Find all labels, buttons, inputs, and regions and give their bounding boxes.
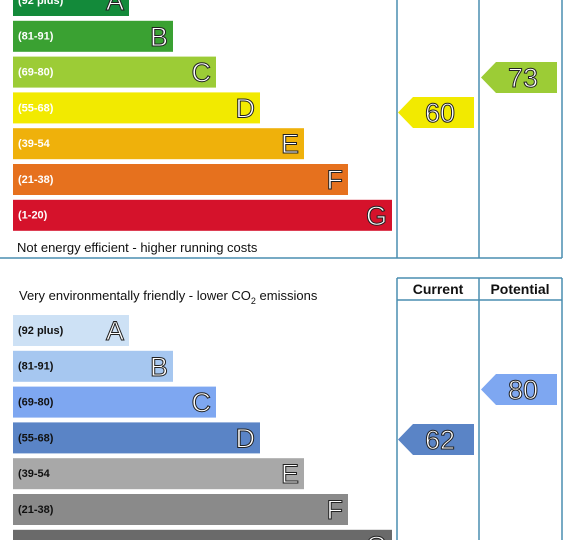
band-bar <box>13 164 348 195</box>
current-arrow <box>398 97 474 128</box>
current-arrow <box>398 424 474 455</box>
band-bar <box>13 458 304 490</box>
band-letter: A <box>106 316 124 346</box>
band-bar <box>13 315 129 346</box>
current-rating: 60 <box>425 98 455 128</box>
band-bar <box>13 92 260 124</box>
intro-part: Very environmentally friendly - lower CO <box>19 288 251 303</box>
band-range: (92 plus) <box>18 325 64 337</box>
band-bar <box>13 0 129 16</box>
intro-sub: 2 <box>251 296 256 306</box>
band-letter: C <box>192 58 212 88</box>
band-range: (81-91) <box>18 361 54 373</box>
band-bar <box>13 386 216 418</box>
band-range: (92 plus) <box>18 0 64 7</box>
band-letter: B <box>150 352 168 382</box>
band-range: (39-54 <box>18 468 51 480</box>
band-range: (55-68) <box>18 432 54 444</box>
band-letter: F <box>327 165 344 195</box>
potential-rating: 80 <box>508 375 538 405</box>
band-letter: B <box>150 22 168 52</box>
band-range: (55-68) <box>18 102 54 114</box>
band-range: (21-38) <box>18 174 54 186</box>
band-bar <box>13 199 392 231</box>
band-bar <box>13 20 173 52</box>
potential-arrow <box>481 374 557 405</box>
band-range: (81-91) <box>18 31 54 43</box>
band-letter: E <box>281 459 299 489</box>
intro-text: Very environmentally friendly - lower CO… <box>19 288 318 306</box>
band-range: (1-20) <box>18 210 48 222</box>
potential-rating: 73 <box>508 63 538 93</box>
band-letter: E <box>281 129 299 159</box>
band-letter: G <box>366 201 387 231</box>
band-bar <box>13 422 260 454</box>
header-current: Current <box>413 281 464 297</box>
band-bar <box>13 494 348 525</box>
current-rating: 62 <box>425 425 455 455</box>
potential-arrow <box>481 62 557 93</box>
band-range: (39-54 <box>18 138 51 150</box>
intro-part: emissions <box>256 288 318 303</box>
band-letter: C <box>192 388 212 418</box>
band-range: (21-38) <box>18 504 54 516</box>
band-range: (69-80) <box>18 397 54 409</box>
band-letter: G <box>366 531 387 540</box>
band-letter: D <box>236 423 256 453</box>
band-bar <box>13 529 392 540</box>
band-bar <box>13 128 304 160</box>
band-bar <box>13 350 173 382</box>
band-range: (69-80) <box>18 67 54 79</box>
header-potential: Potential <box>490 281 549 297</box>
band-letter: F <box>327 495 344 525</box>
band-letter: D <box>236 93 256 123</box>
band-bar <box>13 56 216 88</box>
band-letter: A <box>106 0 124 16</box>
footer-text: Not energy efficient - higher running co… <box>17 240 258 255</box>
